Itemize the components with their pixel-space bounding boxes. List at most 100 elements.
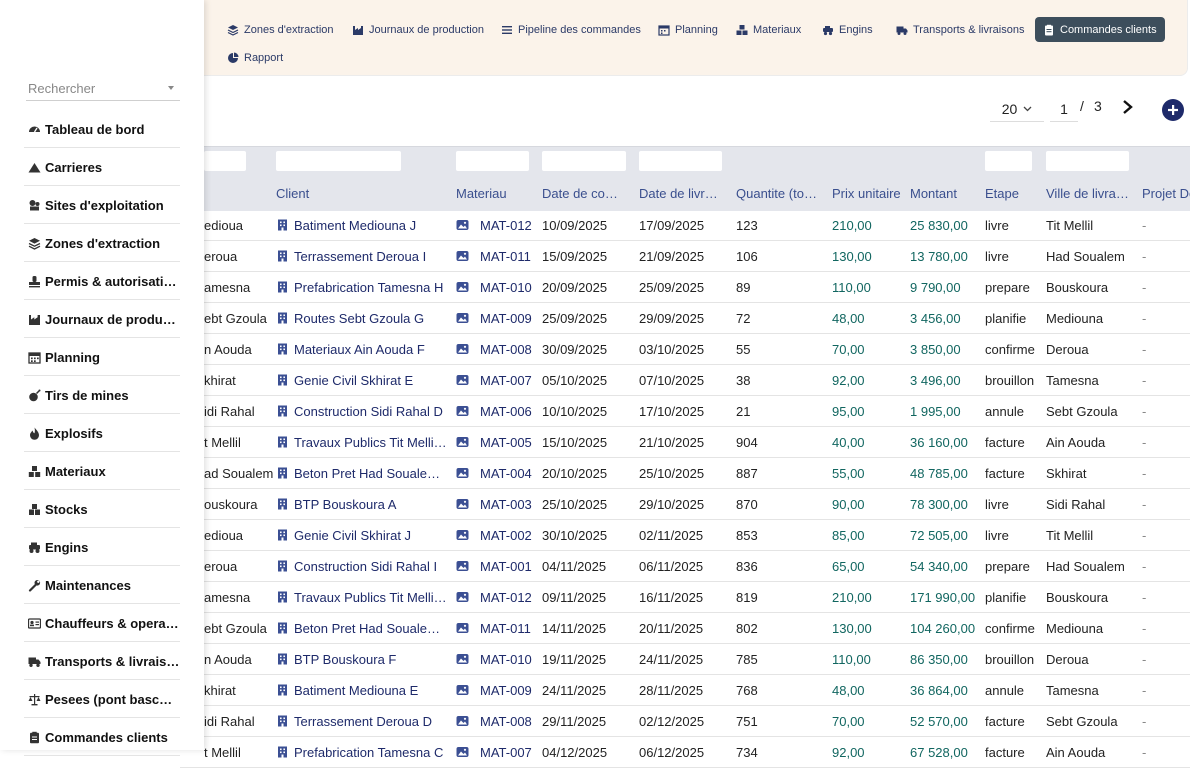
cell-materiau[interactable]: MAT-001 bbox=[480, 559, 532, 574]
sidebar-item-explosifs[interactable]: Explosifs bbox=[24, 415, 180, 452]
cell-materiau[interactable]: MAT-005 bbox=[480, 435, 532, 450]
column-header-etape[interactable]: Etape bbox=[985, 186, 1019, 201]
cell-client[interactable]: Materiaux Ain Aouda F bbox=[294, 342, 425, 357]
column-header-projet[interactable]: Projet De bbox=[1142, 186, 1190, 201]
filter-input-ville[interactable] bbox=[1046, 151, 1129, 171]
table-row[interactable]: khirat Genie Civil Skhirat E MAT-007 05/10/… bbox=[180, 365, 1190, 396]
cell-materiau[interactable]: MAT-011 bbox=[480, 249, 531, 264]
cell-materiau[interactable]: MAT-007 bbox=[480, 745, 532, 760]
cell-client[interactable]: BTP Bouskoura F bbox=[294, 652, 397, 667]
filter-input-etape[interactable] bbox=[985, 151, 1032, 171]
cell-client[interactable]: Routes Sebt Gzoula G bbox=[294, 311, 425, 326]
sidebar-item-tableau-de-bord[interactable]: Tableau de bord bbox=[24, 111, 180, 148]
cell-client[interactable]: Genie Civil Skhirat J bbox=[294, 528, 412, 543]
cell-client[interactable]: Prefabrication Tamesna H bbox=[294, 280, 444, 295]
cell-client[interactable]: Batiment Mediouna J bbox=[294, 218, 417, 233]
cell-materiau[interactable]: MAT-002 bbox=[480, 528, 532, 543]
filter-input-date-commande[interactable] bbox=[542, 151, 626, 171]
nav-tab-zones-extraction[interactable]: Zones d'extraction bbox=[219, 18, 342, 42]
sidebar-item-permis-autorisations[interactable]: Permis & autorisations bbox=[24, 263, 180, 300]
table-row[interactable]: eroua Terrassement Deroua I MAT-011 15/09/2… bbox=[180, 241, 1190, 272]
nav-tab-engins[interactable]: Engins bbox=[814, 18, 881, 42]
table-row[interactable]: idi Rahal Terrassement Deroua D MAT-008 29/… bbox=[180, 706, 1190, 737]
next-page-button[interactable] bbox=[1117, 96, 1137, 118]
cell-client[interactable]: Genie Civil Skhirat E bbox=[294, 373, 414, 388]
cell-materiau[interactable]: MAT-008 bbox=[480, 342, 532, 357]
table-row[interactable]: khirat Batiment Mediouna E MAT-009 24/11/20… bbox=[180, 675, 1190, 706]
sidebar-item-sites-d-exploitation[interactable]: Sites d'exploitation bbox=[24, 187, 180, 224]
nav-tab-planning[interactable]: Planning bbox=[650, 18, 726, 42]
cell-materiau[interactable]: MAT-009 bbox=[480, 311, 532, 326]
table-row[interactable]: eroua Construction Sidi Rahal I MAT-001 04/… bbox=[180, 551, 1190, 582]
search-select[interactable]: Rechercher bbox=[26, 78, 180, 101]
cell-client[interactable]: BTP Bouskoura A bbox=[294, 497, 397, 512]
table-row[interactable]: amesna Travaux Publics Tit Mellil H MAT-01… bbox=[180, 582, 1190, 613]
table-row[interactable]: ad Soualem Beton Pret Had Soualem B MAT-00… bbox=[180, 458, 1190, 489]
table-row[interactable]: edioua Batiment Mediouna J MAT-012 10/09/20… bbox=[180, 210, 1190, 241]
cell-materiau[interactable]: MAT-004 bbox=[480, 466, 532, 481]
cell-client[interactable]: Terrassement Deroua I bbox=[294, 249, 427, 264]
cell-client[interactable]: Travaux Publics Tit Mellil H bbox=[294, 590, 448, 605]
table-row[interactable]: ouskoura BTP Bouskoura A MAT-003 25/10/2025… bbox=[180, 489, 1190, 520]
cell-client[interactable]: Travaux Publics Tit Mellil C bbox=[294, 435, 448, 450]
cell-materiau[interactable]: MAT-012 bbox=[480, 218, 532, 233]
table-row[interactable]: amesna Prefabrication Tamesna H MAT-010 20/… bbox=[180, 272, 1190, 303]
cell-client[interactable]: Terrassement Deroua D bbox=[294, 714, 432, 729]
sidebar-item-carrieres[interactable]: Carrieres bbox=[24, 149, 180, 186]
column-header-ville[interactable]: Ville de livraison bbox=[1046, 186, 1130, 201]
nav-tab-materiaux[interactable]: Materiaux bbox=[728, 18, 809, 42]
column-header-date-commande[interactable]: Date de commande bbox=[542, 186, 626, 201]
cell-materiau[interactable]: MAT-008 bbox=[480, 714, 532, 729]
sidebar-item-planning[interactable]: Planning bbox=[24, 339, 180, 376]
sidebar-item-journaux-de-production[interactable]: Journaux de production bbox=[24, 301, 180, 338]
cell-materiau[interactable]: MAT-006 bbox=[480, 404, 532, 419]
table-row[interactable]: edioua Genie Civil Skhirat J MAT-002 30/10/… bbox=[180, 520, 1190, 551]
cell-materiau[interactable]: MAT-003 bbox=[480, 497, 532, 512]
cell-client[interactable]: Construction Sidi Rahal D bbox=[294, 404, 443, 419]
column-header-date-livraison[interactable]: Date de livraison bbox=[639, 186, 723, 201]
sidebar-item-materiaux[interactable]: Materiaux bbox=[24, 453, 180, 490]
filter-input-client[interactable] bbox=[276, 151, 401, 171]
nav-tab-journaux-production[interactable]: Journaux de production bbox=[344, 18, 492, 42]
column-header-montant[interactable]: Montant bbox=[910, 186, 957, 201]
filter-input-date-livraison[interactable] bbox=[639, 151, 722, 171]
sidebar-item-pesees-pont-bascule[interactable]: Pesees (pont bascule) bbox=[24, 681, 180, 718]
cell-materiau[interactable]: MAT-010 bbox=[480, 280, 532, 295]
sidebar-item-engins[interactable]: Engins bbox=[24, 529, 180, 566]
sidebar-item-transports-livraisons[interactable]: Transports & livraisons bbox=[24, 643, 180, 680]
table-row[interactable]: idi Rahal Construction Sidi Rahal D MAT-00… bbox=[180, 396, 1190, 427]
cell-materiau[interactable]: MAT-010 bbox=[480, 652, 532, 667]
sidebar-item-zones-d-extraction[interactable]: Zones d'extraction bbox=[24, 225, 180, 262]
sidebar-item-commandes-clients[interactable]: Commandes clients bbox=[24, 719, 180, 756]
column-header-client[interactable]: Client bbox=[276, 186, 310, 201]
cell-materiau[interactable]: MAT-011 bbox=[480, 621, 531, 636]
add-record-button[interactable] bbox=[1162, 99, 1184, 121]
column-header-materiau[interactable]: Materiau bbox=[456, 186, 507, 201]
cell-materiau[interactable]: MAT-007 bbox=[480, 373, 532, 388]
filter-input-lead[interactable] bbox=[204, 151, 246, 171]
table-row[interactable]: n Aouda BTP Bouskoura F MAT-010 19/11/2025 2… bbox=[180, 644, 1190, 675]
sidebar-item-stocks[interactable]: Stocks bbox=[24, 491, 180, 528]
cell-client[interactable]: Construction Sidi Rahal I bbox=[294, 559, 438, 574]
nav-tab-commandes-clients[interactable]: Commandes clients bbox=[1035, 17, 1165, 42]
table-row[interactable]: t Mellil Travaux Publics Tit Mellil C MAT-… bbox=[180, 427, 1190, 458]
cell-client[interactable]: Beton Pret Had Soualem B bbox=[294, 466, 448, 481]
column-header-prix-unitaire[interactable]: Prix unitaire bbox=[832, 186, 901, 201]
table-row[interactable]: ebt Gzoula Beton Pret Had Soualem G MAT-01… bbox=[180, 613, 1190, 644]
page-size-select[interactable]: 20 bbox=[990, 96, 1044, 122]
filter-input-materiau[interactable] bbox=[456, 151, 529, 171]
cell-materiau[interactable]: MAT-012 bbox=[480, 590, 532, 605]
sidebar-item-maintenances[interactable]: Maintenances bbox=[24, 567, 180, 604]
sidebar-item-tirs-de-mines[interactable]: Tirs de mines bbox=[24, 377, 180, 414]
nav-tab-transports-livraisons[interactable]: Transports & livraisons bbox=[888, 18, 1032, 42]
sidebar-item-chauffeurs-operateurs[interactable]: Chauffeurs & operateurs bbox=[24, 605, 180, 642]
column-header-quantite[interactable]: Quantite (tonnes) bbox=[736, 186, 820, 201]
cell-materiau[interactable]: MAT-009 bbox=[480, 683, 532, 698]
current-page-input[interactable]: 1 bbox=[1050, 96, 1078, 122]
cell-client[interactable]: Beton Pret Had Soualem G bbox=[294, 621, 448, 636]
table-row[interactable]: ebt Gzoula Routes Sebt Gzoula G MAT-009 25/… bbox=[180, 303, 1190, 334]
nav-tab-pipeline-commandes[interactable]: Pipeline des commandes bbox=[493, 18, 649, 42]
cell-client[interactable]: Prefabrication Tamesna C bbox=[294, 745, 444, 760]
table-row[interactable]: n Aouda Materiaux Ain Aouda F MAT-008 30/09… bbox=[180, 334, 1190, 365]
table-row[interactable]: t Mellil Prefabrication Tamesna C MAT-007 0… bbox=[180, 737, 1190, 768]
